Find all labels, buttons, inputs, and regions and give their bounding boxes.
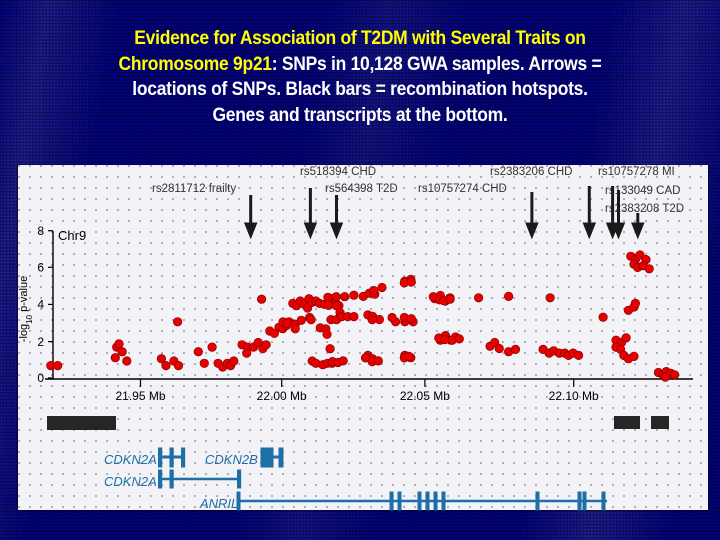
svg-text:rs10757278 MI: rs10757278 MI <box>598 166 675 178</box>
svg-text:CDKN2A: CDKN2A <box>104 452 157 467</box>
svg-text:rs2383206 CHD: rs2383206 CHD <box>490 166 572 178</box>
svg-text:-log10 p-value: -log10 p-value <box>18 276 34 342</box>
svg-text:0: 0 <box>37 371 44 385</box>
svg-text:rs564398 T2D: rs564398 T2D <box>325 183 398 195</box>
svg-text:21.95 Mb: 21.95 Mb <box>115 389 165 403</box>
svg-text:4: 4 <box>37 298 44 312</box>
svg-text:rs518394 CHD: rs518394 CHD <box>300 166 376 178</box>
svg-text:8: 8 <box>37 224 44 238</box>
svg-text:CDKN2A: CDKN2A <box>104 474 157 489</box>
svg-text:22.05 Mb: 22.05 Mb <box>400 389 450 403</box>
svg-text:CDKN2B: CDKN2B <box>205 452 258 467</box>
svg-text:6: 6 <box>37 261 44 275</box>
svg-text:rs133049 CAD: rs133049 CAD <box>605 185 680 197</box>
svg-text:2: 2 <box>37 335 44 349</box>
svg-text:rs10757274 CHD: rs10757274 CHD <box>418 183 507 195</box>
svg-text:rs2383208 T2D: rs2383208 T2D <box>605 203 684 215</box>
svg-text:ANRIL: ANRIL <box>199 496 238 511</box>
svg-text:rs2811712 frailty: rs2811712 frailty <box>152 183 236 195</box>
svg-text:22.00 Mb: 22.00 Mb <box>257 389 307 403</box>
svg-text:22.10 Mb: 22.10 Mb <box>549 389 599 403</box>
svg-text:Chr9: Chr9 <box>58 228 86 243</box>
